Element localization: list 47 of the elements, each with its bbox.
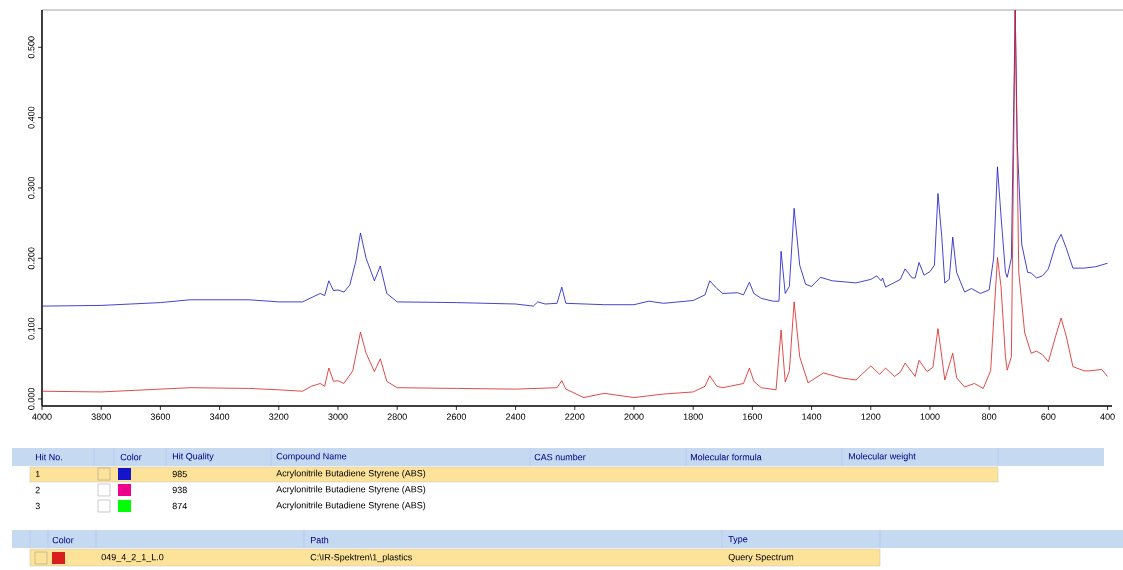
x-tick-label: 1600 — [743, 413, 763, 420]
text: 1 — [35, 470, 40, 478]
text: 874 — [172, 502, 187, 510]
x-tick-label: 1200 — [861, 413, 881, 420]
text: Compound Name — [276, 452, 347, 462]
text: Type — [728, 535, 748, 545]
text: Molecular formula — [690, 453, 762, 461]
x-tick-label: 1000 — [920, 413, 940, 420]
x-tick-label: 3400 — [209, 413, 230, 420]
text: Acrylonitrile Butadiene Styrene (ABS) — [276, 469, 426, 479]
y-tick-label: 0.200 — [28, 247, 35, 270]
text: Path — [310, 536, 329, 544]
x-tick-label: 3200 — [269, 413, 289, 420]
text: 985 — [172, 470, 187, 478]
y-tick-label: 0.500 — [28, 36, 35, 59]
y-tick-label: 0.100 — [28, 317, 35, 340]
text: 938 — [172, 486, 187, 494]
x-tick-label: 2000 — [624, 413, 644, 420]
x-tick-label: 1400 — [802, 413, 822, 420]
text: Acrylonitrile Butadiene Styrene (ABS) — [276, 485, 426, 495]
text: CAS number — [534, 453, 586, 461]
x-tick-label: 4000 — [32, 413, 52, 420]
x-tick-label: 3800 — [91, 413, 111, 420]
x-tick-label: 3600 — [150, 413, 171, 420]
x-tick-label: 400 — [1100, 413, 1115, 420]
x-tick-label: 2400 — [506, 413, 526, 420]
x-tick-label: 800 — [982, 413, 997, 420]
text: Acrylonitrile Butadiene Styrene (ABS) — [276, 501, 426, 511]
text: Hit No. — [35, 453, 62, 461]
x-tick-label: 600 — [1041, 413, 1056, 420]
y-tick-label: 0.000 — [28, 388, 35, 410]
y-tick-label: 0.400 — [28, 106, 35, 129]
text: C:\IR-Spektren\1_plastics — [310, 553, 412, 563]
text: Query Spectrum — [728, 553, 794, 563]
text: Color — [120, 453, 142, 461]
text: Color — [52, 536, 74, 544]
x-tick-label: 2800 — [387, 413, 407, 420]
text: 2 — [35, 486, 40, 494]
x-tick-label: 2600 — [446, 413, 467, 420]
text: Hit Quality — [172, 452, 214, 462]
x-tick-label: 2200 — [565, 413, 585, 420]
text: 3 — [35, 502, 40, 510]
y-tick-label: 0.300 — [28, 177, 35, 199]
text: Molecular weight — [848, 452, 916, 462]
x-tick-label: 3000 — [328, 413, 348, 420]
x-tick-label: 1800 — [683, 413, 703, 420]
text: 049_4_2_1_L.0 — [101, 553, 164, 563]
